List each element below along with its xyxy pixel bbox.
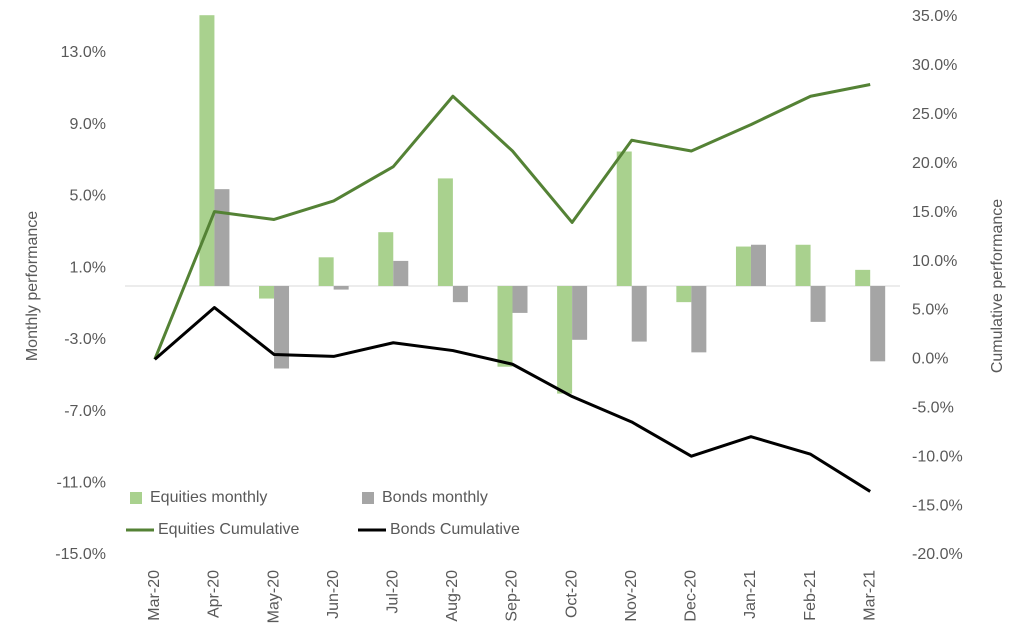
bar bbox=[318, 257, 334, 286]
bar bbox=[795, 244, 811, 286]
x-tick-label: Mar-21 bbox=[861, 570, 878, 621]
y-tick-label: -11.0% bbox=[56, 474, 106, 491]
bar bbox=[512, 286, 528, 313]
y2-tick-label: 5.0% bbox=[912, 302, 948, 319]
legend-swatch bbox=[130, 492, 142, 504]
x-tick-label: Jan-21 bbox=[742, 570, 759, 619]
bar bbox=[378, 232, 394, 286]
y2-tick-label: 10.0% bbox=[912, 253, 957, 270]
x-tick-label: May-20 bbox=[265, 570, 282, 623]
x-tick-label: Apr-20 bbox=[206, 570, 223, 618]
bar bbox=[676, 286, 692, 303]
y2-tick-label: 25.0% bbox=[912, 106, 957, 123]
y2-tick-label: -15.0% bbox=[912, 497, 963, 514]
bar bbox=[437, 178, 453, 286]
y2-tick-label: 20.0% bbox=[912, 155, 957, 172]
x-tick-label: Oct-20 bbox=[563, 570, 580, 618]
bar bbox=[631, 286, 647, 342]
y2-tick-label: 30.0% bbox=[912, 57, 957, 74]
y2-tick-label: 35.0% bbox=[912, 8, 957, 25]
bar bbox=[557, 286, 573, 394]
y2-tick-label: -10.0% bbox=[912, 448, 963, 465]
bar bbox=[870, 286, 886, 362]
legend-label: Bonds monthly bbox=[382, 489, 488, 506]
x-tick-label: Nov-20 bbox=[623, 570, 640, 622]
legend-label: Equities Cumulative bbox=[158, 521, 300, 538]
y-tick-label: 5.0% bbox=[70, 188, 106, 205]
y-tick-label: -3.0% bbox=[64, 331, 106, 348]
legend-swatch bbox=[362, 492, 374, 504]
bar bbox=[333, 286, 349, 290]
x-tick-label: Jul-20 bbox=[384, 570, 401, 614]
legend-label: Equities monthly bbox=[150, 489, 267, 506]
x-tick-label: Jun-20 bbox=[325, 570, 342, 619]
bar bbox=[497, 286, 513, 367]
bar bbox=[691, 286, 707, 353]
bar bbox=[572, 286, 588, 340]
y2-tick-label: 0.0% bbox=[912, 351, 948, 368]
y-tick-label: -15.0% bbox=[55, 546, 106, 563]
x-tick-label: Dec-20 bbox=[683, 570, 700, 622]
y2-tick-label: 15.0% bbox=[912, 204, 957, 221]
line bbox=[153, 83, 871, 360]
x-tick-label: Aug-20 bbox=[444, 570, 461, 622]
legend-label: Bonds Cumulative bbox=[390, 521, 520, 538]
bar bbox=[274, 286, 290, 369]
line bbox=[153, 306, 871, 493]
y-axis-title: Monthly performance bbox=[24, 211, 41, 361]
bar bbox=[393, 260, 409, 286]
bar bbox=[616, 151, 632, 286]
y-tick-label: 1.0% bbox=[70, 259, 106, 276]
y-tick-label: 9.0% bbox=[70, 116, 106, 133]
x-tick-label: Sep-20 bbox=[504, 570, 521, 622]
x-tick-label: Feb-21 bbox=[802, 570, 819, 621]
y2-axis-title: Cumulative performance bbox=[989, 199, 1006, 373]
bar bbox=[214, 189, 230, 286]
y-tick-label: 13.0% bbox=[61, 44, 106, 61]
bar bbox=[750, 244, 766, 286]
bar bbox=[855, 269, 871, 286]
y2-tick-label: -5.0% bbox=[912, 399, 954, 416]
y-tick-label: -7.0% bbox=[64, 403, 106, 420]
bar bbox=[452, 286, 468, 303]
bar bbox=[735, 246, 751, 286]
bar bbox=[259, 286, 275, 299]
y2-tick-label: -20.0% bbox=[912, 546, 963, 563]
bar bbox=[810, 286, 826, 322]
x-tick-label: Mar-20 bbox=[146, 570, 163, 621]
